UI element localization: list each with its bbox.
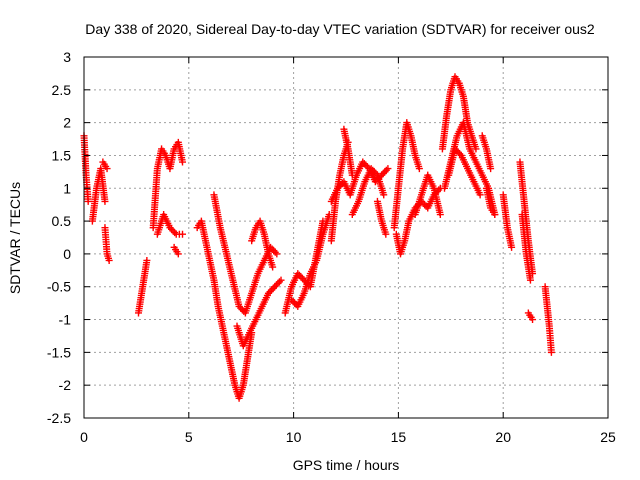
- plot-frame: [83, 56, 609, 419]
- y-tick-label: 0.5: [52, 213, 72, 229]
- y-tick-label: -2.5: [47, 410, 71, 426]
- y-tick-label: 1: [63, 180, 71, 196]
- data-point: [101, 197, 109, 205]
- y-tick-label: 0: [63, 246, 71, 262]
- y-tick-label: 1.5: [52, 147, 72, 163]
- data-point: [491, 211, 499, 219]
- data-point: [384, 165, 392, 173]
- data-point: [415, 165, 423, 173]
- y-tick-label: -2: [59, 377, 72, 393]
- x-tick-label: 25: [600, 429, 616, 445]
- data-point: [103, 165, 111, 173]
- data-point: [547, 348, 555, 356]
- y-tick-label: 2: [63, 115, 71, 131]
- y-tick-label: 2.5: [52, 82, 72, 98]
- ticks: 0 5 10 15 20 25 -2.5 -2 -1.5 -1 -0.5 0 0.5 1 1.5 2 2.5 3: [47, 49, 616, 445]
- y-axis-label: SDTVAR / TECUs: [7, 182, 23, 294]
- x-tick-label: 0: [80, 429, 88, 445]
- data-point: [179, 230, 187, 238]
- data-point: [472, 145, 480, 153]
- x-tick-label: 15: [391, 429, 407, 445]
- data-point: [436, 211, 444, 219]
- data-point: [508, 243, 516, 251]
- x-axis-label: GPS time / hours: [293, 457, 400, 473]
- y-tick-label: 3: [63, 49, 71, 65]
- data-point: [105, 256, 113, 264]
- data-point: [273, 250, 281, 258]
- x-tick-label: 10: [286, 429, 302, 445]
- data-point: [476, 191, 484, 199]
- data-point: [382, 230, 390, 238]
- data-point: [174, 250, 182, 258]
- chart-title: Day 338 of 2020, Sidereal Day-to-day VTE…: [85, 21, 595, 37]
- data-point: [143, 256, 151, 264]
- data-point: [487, 165, 495, 173]
- x-tick-label: 5: [185, 429, 193, 445]
- x-tick-label: 20: [495, 429, 511, 445]
- data-points: [80, 73, 555, 402]
- y-tick-label: -1.5: [47, 344, 71, 360]
- data-point: [380, 191, 388, 199]
- data-point: [84, 197, 92, 205]
- y-tick-label: -1: [59, 312, 72, 328]
- y-tick-label: -0.5: [47, 279, 71, 295]
- data-point: [277, 276, 285, 284]
- data-point: [269, 263, 277, 271]
- data-point: [529, 316, 537, 324]
- data-point: [526, 276, 534, 284]
- data-point: [179, 158, 187, 166]
